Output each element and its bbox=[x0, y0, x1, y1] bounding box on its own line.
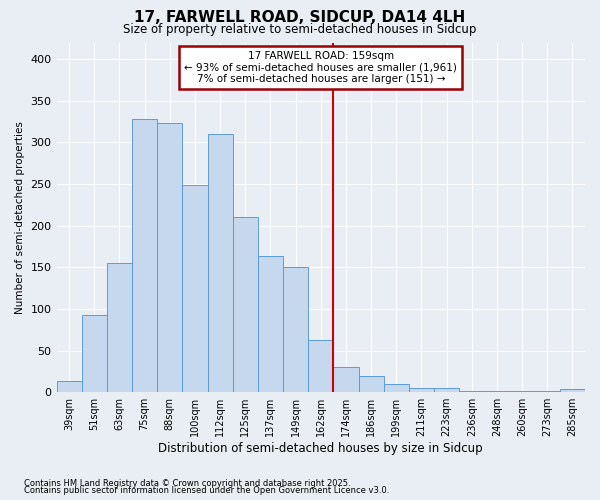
Bar bbox=[258, 256, 283, 392]
Bar bbox=[334, 367, 359, 392]
Y-axis label: Number of semi-detached properties: Number of semi-detached properties bbox=[15, 121, 25, 314]
Bar bbox=[132, 119, 157, 392]
Bar bbox=[233, 218, 258, 392]
X-axis label: Distribution of semi-detached houses by size in Sidcup: Distribution of semi-detached houses by … bbox=[158, 442, 483, 455]
Text: Contains HM Land Registry data © Crown copyright and database right 2025.: Contains HM Land Registry data © Crown c… bbox=[24, 478, 350, 488]
Bar bbox=[434, 388, 459, 392]
Bar bbox=[283, 268, 308, 392]
Text: Size of property relative to semi-detached houses in Sidcup: Size of property relative to semi-detach… bbox=[124, 22, 476, 36]
Bar bbox=[56, 380, 82, 392]
Bar bbox=[409, 388, 434, 392]
Bar bbox=[82, 315, 107, 392]
Bar bbox=[107, 263, 132, 392]
Bar bbox=[359, 376, 383, 392]
Bar bbox=[308, 340, 334, 392]
Bar bbox=[459, 390, 484, 392]
Bar bbox=[560, 389, 585, 392]
Text: Contains public sector information licensed under the Open Government Licence v3: Contains public sector information licen… bbox=[24, 486, 389, 495]
Text: 17 FARWELL ROAD: 159sqm
← 93% of semi-detached houses are smaller (1,961)
7% of : 17 FARWELL ROAD: 159sqm ← 93% of semi-de… bbox=[184, 51, 457, 84]
Bar bbox=[182, 185, 208, 392]
Bar bbox=[383, 384, 409, 392]
Bar bbox=[157, 124, 182, 392]
Text: 17, FARWELL ROAD, SIDCUP, DA14 4LH: 17, FARWELL ROAD, SIDCUP, DA14 4LH bbox=[134, 10, 466, 25]
Bar bbox=[208, 134, 233, 392]
